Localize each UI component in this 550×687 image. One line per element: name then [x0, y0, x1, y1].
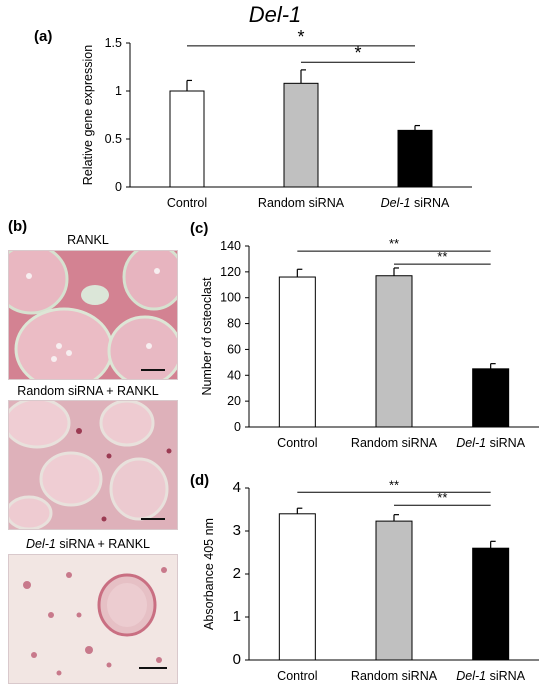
category-label: Random siRNA: [351, 669, 438, 683]
y-tick-label: 20: [227, 394, 241, 408]
y-axis-label: Relative gene expression: [81, 45, 95, 185]
y-tick-label: 2: [233, 565, 241, 582]
micrograph-3-label: Del-1 siRNA + RANKL: [25, 537, 150, 551]
bar: [278, 276, 316, 428]
y-tick-label: 40: [227, 368, 241, 382]
category-label: Random siRNA: [351, 436, 438, 450]
scale-bar: [141, 518, 165, 520]
y-axis-label: Number of osteoclast: [200, 277, 214, 396]
y-tick-label: 4: [233, 479, 241, 496]
bar: [278, 513, 316, 661]
y-tick-label: 1: [115, 84, 122, 98]
panel-label-a: (a): [34, 28, 53, 45]
scale-bar: [139, 667, 167, 669]
significance-label: **: [437, 249, 447, 264]
bar: [283, 82, 319, 188]
significance-label: *: [354, 43, 361, 63]
micrograph-del1-sirna: [8, 554, 178, 684]
y-tick-label: 0: [234, 420, 241, 434]
category-label: Random siRNA: [258, 196, 345, 210]
y-tick-label: 120: [220, 265, 241, 279]
micrograph-random-sirna-image: [9, 401, 177, 529]
chart-c: 0 20 40 60 80 100 120 140 Number of osteoclast Co…: [200, 236, 539, 450]
panel-label-c: (c): [190, 220, 209, 237]
bar: [472, 368, 510, 428]
y-tick-label: 1: [233, 608, 241, 625]
y-axis-label: Absorbance 405 nm: [202, 518, 216, 630]
bar: [169, 90, 205, 188]
significance-label: **: [389, 477, 399, 492]
scale-bar: [141, 369, 165, 371]
y-tick-label: 0: [233, 651, 241, 668]
y-tick-label: 100: [220, 291, 241, 305]
micrograph-del1-sirna-image: [9, 555, 177, 683]
significance-label: *: [297, 27, 304, 47]
y-tick-label: 1.5: [105, 36, 122, 50]
micrograph-random-sirna: [8, 400, 178, 530]
chart-a: 0 0.5 1 1.5 Relative gene expression Control R…: [81, 27, 472, 210]
bar: [375, 275, 413, 428]
micrograph-rankl: [8, 250, 178, 380]
y-tick-label: 0: [115, 180, 122, 194]
bar: [472, 547, 510, 661]
y-tick-label: 0.5: [105, 132, 122, 146]
category-label: Control: [277, 669, 317, 683]
micrograph-2-label: Random siRNA + RANKL: [17, 384, 159, 398]
panel-label-b: (b): [8, 218, 28, 235]
micrograph-rankl-image: [9, 251, 177, 379]
y-tick-label: 140: [220, 239, 241, 253]
bar: [375, 520, 413, 661]
significance-label: **: [389, 236, 399, 251]
category-label: Control: [277, 436, 317, 450]
y-tick-label: 60: [227, 342, 241, 356]
y-tick-label: 80: [227, 317, 241, 331]
chart-a-title: Del-1: [248, 2, 302, 27]
micrograph-1-label: RANKL: [67, 233, 109, 247]
significance-label: **: [437, 490, 447, 505]
bar: [397, 129, 433, 188]
panel-label-d: (d): [190, 472, 210, 489]
category-label: Control: [167, 196, 207, 210]
chart-d: 0 1 2 3 4 Absorbance 405 nm Control Random siRN…: [202, 477, 539, 683]
category-label: Del-1 siRNA: [456, 669, 525, 683]
category-label: Del-1 siRNA: [381, 196, 450, 210]
category-label: Del-1 siRNA: [456, 436, 525, 450]
y-tick-label: 3: [233, 522, 241, 539]
